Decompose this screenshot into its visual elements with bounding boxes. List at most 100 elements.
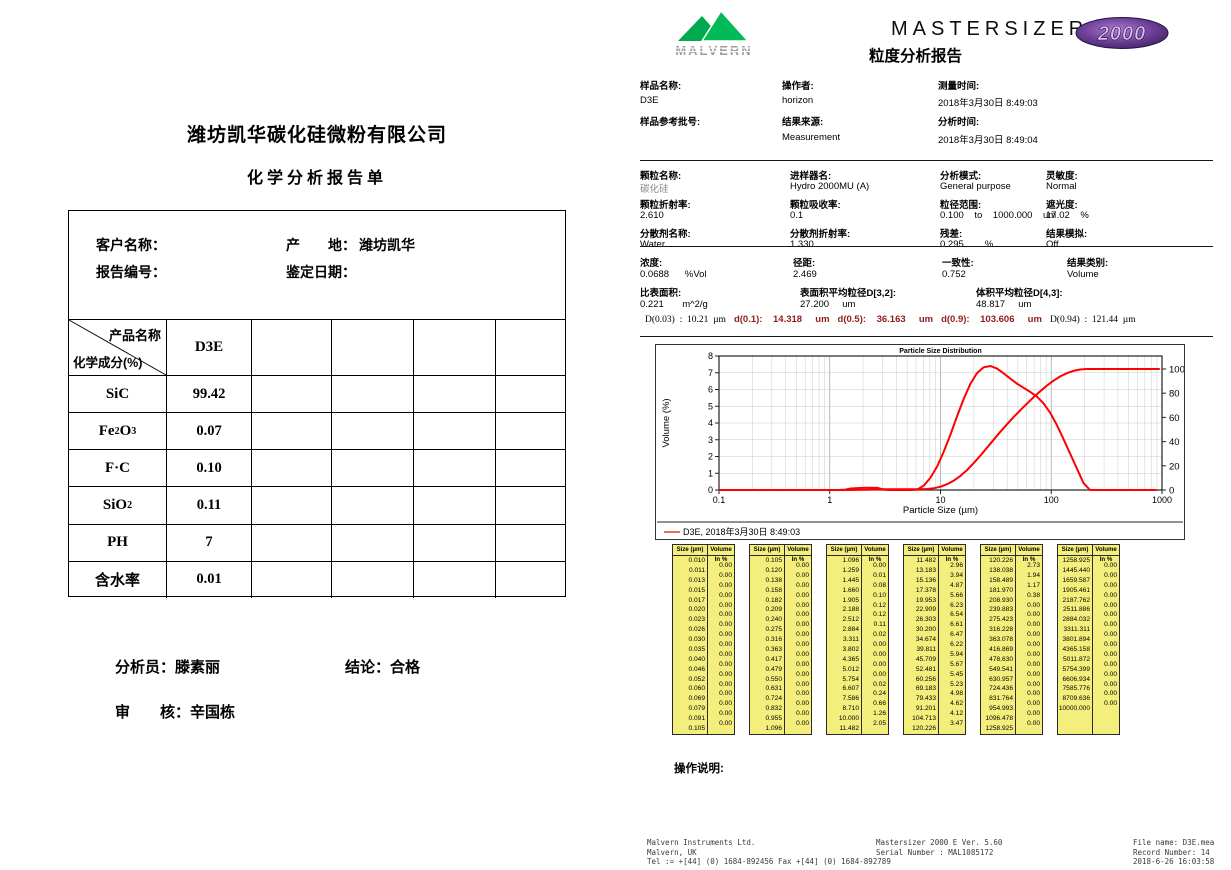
svg-text:6: 6 [708,385,713,395]
svg-text:60: 60 [1169,413,1180,424]
volume-value: 0.12 [873,611,886,619]
svg-text:10: 10 [935,495,945,505]
size-column: 1258.925 1445.440 1659.587 1905.461 2187.762… [1058,556,1093,734]
param-label: 灵敏度: [1046,171,1078,182]
param-label: 结果模拟: [1046,229,1088,240]
d-value-plain: D(0.03) : 10.21 µm [645,315,726,325]
param-label: 分散剂折射率: [790,229,851,240]
volume-column-header: Volume In % [787,546,809,563]
volume-column: 0.00 0.00 0.00 0.00 0.00 0.00 0.00 0.00 0.00 0.00… [708,556,734,734]
volume-value: 0.00 [719,562,732,569]
volume-value: 0.00 [1027,660,1040,668]
svg-text:Particle Size (µm): Particle Size (µm) [903,505,978,516]
param-label: 颗粒吸收率: [790,200,841,211]
size-value: 10000.000 [1058,705,1090,713]
product-name-header: 产品名称 [108,328,161,343]
sample-field-value: 2018年3月30日 8:49:03 [938,98,1038,109]
param-label: 粒径范围: [940,200,982,211]
component-label: SiO 2 [69,487,167,524]
result-label: 结果类别: [1067,258,1109,269]
component-label: SiC [69,376,167,413]
size-value: 120.226 [912,724,936,732]
size-value: 2.188 [842,606,859,614]
volume-column-header: Volume In % [1095,546,1117,563]
volume-value: 0.00 [719,591,732,599]
size-value: 0.240 [765,616,782,624]
svg-text:Volume (%): Volume (%) [661,398,672,447]
footer-line: Malvern, UK [647,847,697,857]
d-value-red: d(0.5): 36.163 um [837,314,934,325]
divider [640,160,1213,161]
size-value: 45.709 [915,655,936,663]
malvern-wordmark: MALVERN [675,43,752,58]
mountain-icon [700,9,750,42]
svg-text:7: 7 [708,368,713,378]
volume-value: 0.02 [873,631,886,639]
size-table-header: Size (µm) Volume In % [750,545,811,563]
footer-line: File name: D3E.mea [1133,838,1215,847]
size-value: 120.226 [989,557,1013,564]
volume-value: 0.00 [1027,611,1040,619]
origin-value: 潍坊凯华 [359,237,415,253]
volume-value: 0.00 [1027,680,1040,688]
sample-field-label: 操作者: [782,81,814,92]
table-cell [252,413,332,450]
d-value-red: d(0.9): 103.606 um [941,314,1042,325]
size-value: 1.445 [842,576,859,584]
volume-column: 0.00 0.00 0.00 0.00 0.00 0.00 0.00 0.00 0.00 0.00… [1093,556,1119,734]
volume-value: 0.00 [1027,720,1040,727]
size-value: 5.754 [842,675,859,683]
table-cell [414,524,496,561]
sample-info-block: 样品名称: D3E 操作者: horizon 测量时间: 2018年3月30日 8:49:… [640,76,1213,156]
volume-value: 0.00 [796,621,809,629]
component-label: F·C [69,450,167,487]
chemical-report-table: 客户名称： 产 地： 潍坊凯华 报告编号： 鉴定日期： 产品名称 化学成分(%) D… [68,210,566,598]
svg-text:1000: 1000 [1152,495,1172,505]
size-column-header: Size (µm) [673,545,708,555]
param-label: 进样器名: [790,171,832,182]
logo-stripe [674,51,756,53]
volume-column-header: Volume In % [941,546,963,563]
size-value: 11.482 [916,557,936,564]
size-value: 0.015 [688,586,705,594]
sample-field-label: 测量时间: [938,81,980,92]
svg-text:20: 20 [1169,461,1180,472]
component-value: 0.07 [167,413,252,450]
size-value: 0.275 [765,626,782,634]
volume-value: 0.00 [719,581,732,589]
size-value: 5011.872 [1062,655,1090,663]
result-label: 径距: [793,258,816,269]
size-value: 26.303 [915,616,936,624]
volume-value: 0.00 [873,650,886,658]
operation-note-label: 操作说明: [674,763,724,775]
param-value: 0.100 to 1000.000 um [940,210,1057,221]
volume-value: 0.12 [873,601,886,609]
volume-value: 0.01 [873,571,886,579]
size-value: 91.201 [915,705,936,713]
component-label: PH [69,524,167,561]
particle-size-distribution-chart: 0.1 1 10 100 1000012345678020406080100Partic… [657,348,1185,537]
volume-column-header: Volume In % [864,546,886,563]
volume-value: 6.22 [950,641,963,648]
component-label: Fe 2 O 3 [69,413,167,450]
size-table-6: Size (µm) Volume In % 1258.925 1445.440 1659… [1057,544,1120,735]
volume-value: 5.23 [950,680,963,688]
table-cell [414,487,496,524]
divider [640,336,1213,337]
table-cell [252,561,332,598]
origin-label: 产 地： [286,237,356,253]
volume-value: 4.98 [950,690,963,698]
mastersizer-2000-badge: 2000 [1075,17,1169,49]
param-value: General purpose [940,181,1011,192]
volume-value: 0.00 [719,641,732,648]
table-cell [414,450,496,487]
footer-line: Malvern Instruments Ltd. [647,838,756,847]
size-value: 3311.311 [1063,626,1090,634]
volume-value: 0.00 [719,680,732,688]
table-cell [496,320,565,375]
svg-text:100: 100 [1044,495,1059,505]
volume-value: 0.10 [873,591,886,599]
size-value: 0.011 [688,566,705,574]
volume-value: 0.00 [1027,700,1040,708]
